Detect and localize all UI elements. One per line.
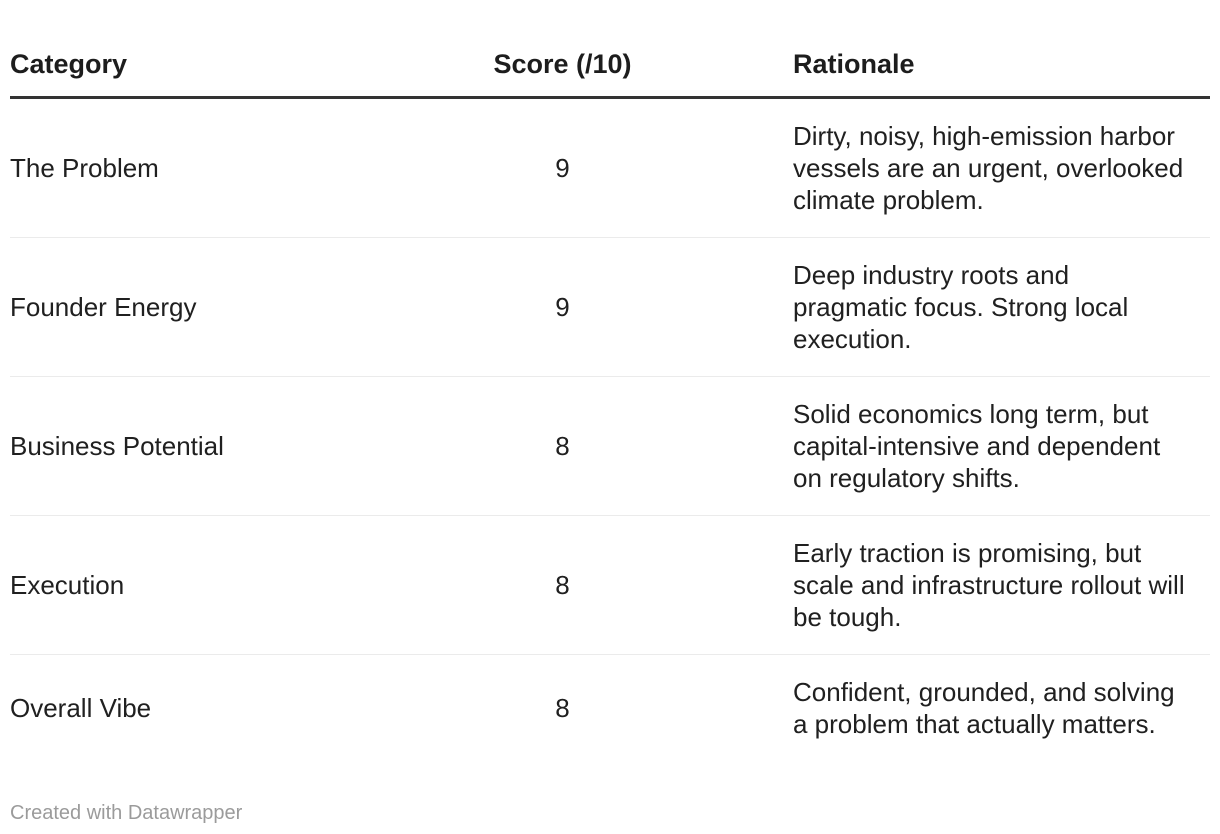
- rationale-text: Solid economics long term, but capital-i…: [793, 399, 1161, 493]
- score-cell: 8: [342, 515, 783, 655]
- table-row: Overall Vibe 8 Confident, grounded, and …: [10, 655, 1210, 762]
- table-header-row: Category Score (/10) Rationale: [10, 40, 1210, 99]
- category-cell: Execution: [10, 515, 342, 655]
- datawrapper-credit: Created with Datawrapper: [10, 801, 243, 824]
- score-cell: 9: [342, 97, 783, 238]
- rationale-text: Deep industry roots and pragmatic focus.…: [793, 260, 1129, 354]
- score-cell: 8: [555, 693, 570, 724]
- column-header-score: Score (/10): [342, 40, 783, 99]
- rationale-text: Confident, grounded, and solving a probl…: [793, 677, 1175, 740]
- rationale-text: Dirty, noisy, high-emission harbor vesse…: [793, 121, 1184, 215]
- column-header-rationale: Rationale: [783, 40, 1210, 99]
- score-cell: 8: [342, 376, 783, 516]
- category-cell: Overall Vibe: [10, 693, 152, 724]
- rationale-cell: Deep industry roots and pragmatic focus.…: [783, 237, 1210, 377]
- score-cell: 9: [342, 237, 783, 377]
- category-cell: Business Potential: [10, 376, 342, 516]
- rationale-cell: Early traction is promising, but scale a…: [783, 515, 1210, 655]
- table-row: Execution 8 Early traction is promising,…: [10, 515, 1210, 655]
- score-table: Category Score (/10) Rationale The Probl…: [10, 40, 1210, 762]
- table-row: Founder Energy 9 Deep industry roots and…: [10, 237, 1210, 377]
- rationale-text: Early traction is promising, but scale a…: [793, 538, 1185, 632]
- rationale-cell: Confident, grounded, and solving a probl…: [783, 655, 1210, 762]
- category-cell: The Problem: [10, 97, 342, 238]
- rationale-cell: Solid economics long term, but capital-i…: [783, 376, 1210, 516]
- rationale-cell: Dirty, noisy, high-emission harbor vesse…: [783, 97, 1210, 238]
- category-cell: Founder Energy: [10, 237, 342, 377]
- column-header-category: Category: [10, 40, 342, 99]
- table-row: The Problem 9 Dirty, noisy, high-emissio…: [10, 97, 1210, 238]
- table-row: Business Potential 8 Solid economics lon…: [10, 376, 1210, 516]
